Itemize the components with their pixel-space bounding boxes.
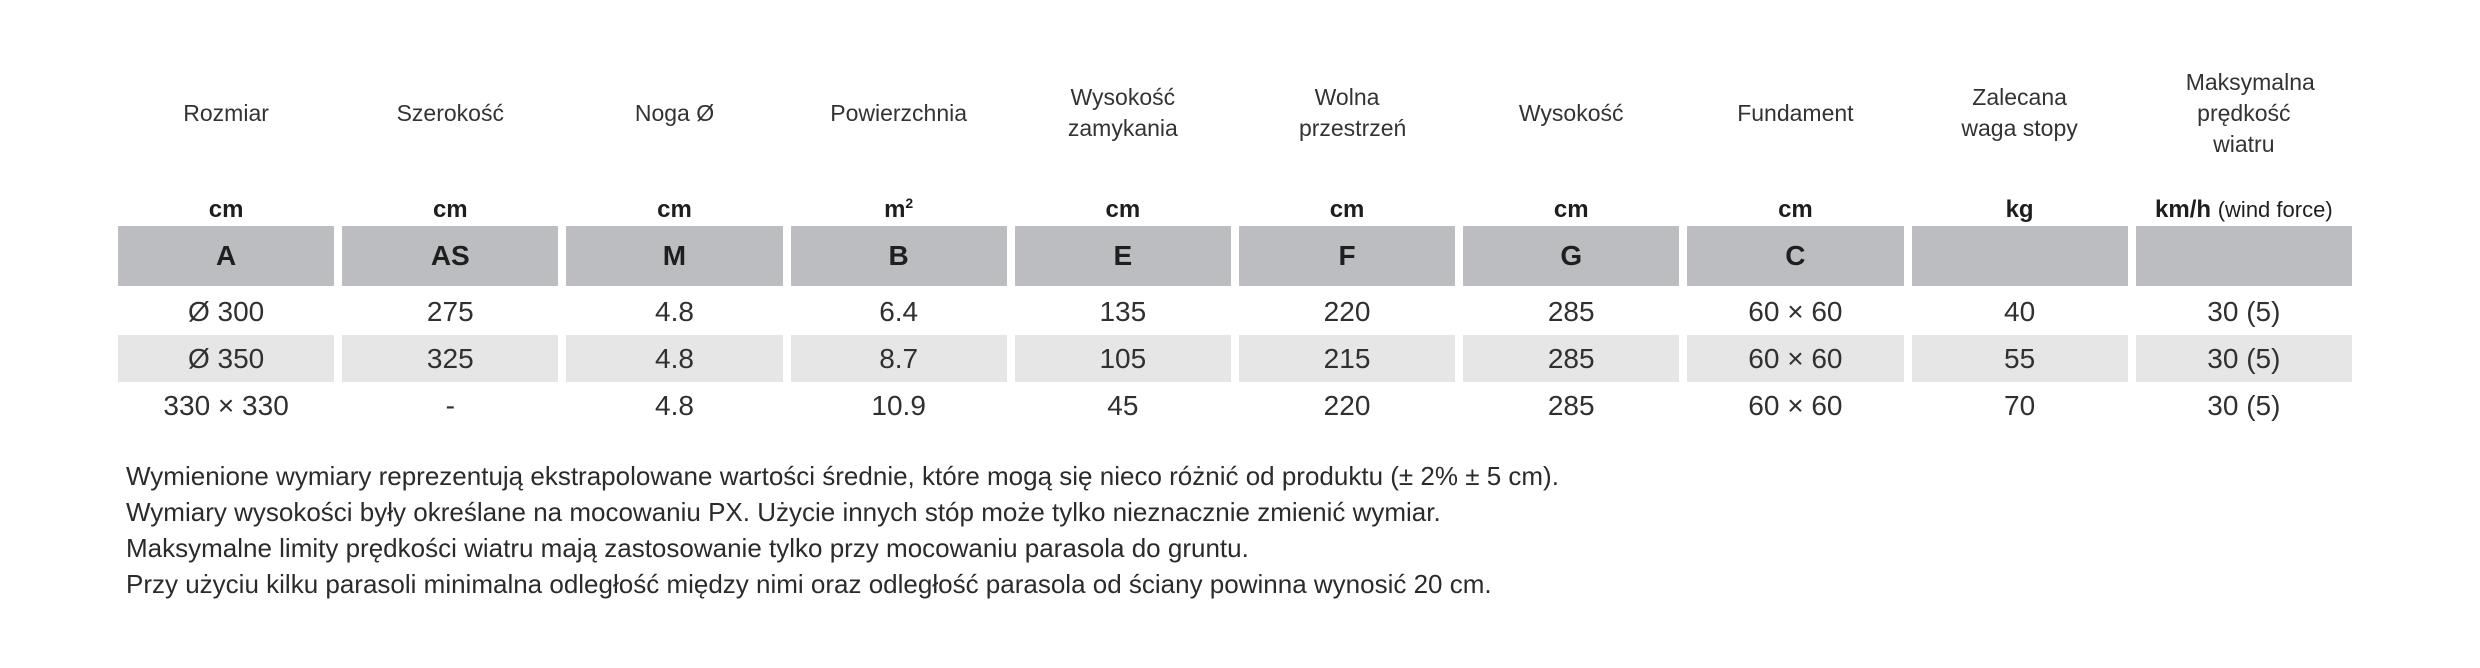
column-header: Maksymalna prędkość wiatru xyxy=(2185,68,2315,157)
table-cell: 30 (5) xyxy=(2135,335,2352,382)
table-cell: 220 xyxy=(1323,389,1371,421)
table-row: 330 × 330 - 4.8 10.9 45 220 285 60 × 60 … xyxy=(118,382,2352,429)
table-cell: 135 xyxy=(1099,295,1147,327)
unit-label-area: m2 xyxy=(791,186,1007,226)
table-cell: 215 xyxy=(1238,335,1456,382)
table-cell: 60 × 60 xyxy=(1748,389,1843,421)
column-header: Wolna przestrzeń xyxy=(1298,84,1407,141)
column-header: Fundament xyxy=(1737,99,1854,126)
table-cell: 40 xyxy=(2004,295,2036,327)
unit-label: km/h xyxy=(2155,196,2212,223)
table-cell: 8.7 xyxy=(790,335,1007,382)
table-cell: 4.8 xyxy=(655,295,694,327)
table-cell: 60 × 60 xyxy=(1687,335,1904,382)
spec-table: Rozmiar Szerokość Noga Ø Powierzchnia Wy… xyxy=(110,40,2360,429)
dimension-code: G xyxy=(1463,226,1680,286)
table-cell: 220 xyxy=(1323,295,1371,327)
dimension-code: B xyxy=(790,226,1007,286)
table-cell: Ø 300 xyxy=(187,295,265,327)
dimension-code: AS xyxy=(342,226,559,286)
dimension-code: F xyxy=(1238,226,1456,286)
table-cell: 70 xyxy=(2004,389,2036,421)
unit-label: cm xyxy=(208,196,244,223)
unit-superscript: 2 xyxy=(905,195,914,211)
table-cell: 4.8 xyxy=(566,335,783,382)
table-cell: Ø 350 xyxy=(118,335,335,382)
table-cell: 285 xyxy=(1547,389,1595,421)
dimension-code: E xyxy=(1014,226,1231,286)
code-row: A AS M B E F G C xyxy=(118,226,2352,286)
table-row: Ø 300 275 4.8 6.4 135 220 285 60 × 60 40… xyxy=(118,288,2352,335)
column-header: Zalecana waga stopy xyxy=(1961,84,2078,141)
unit-row: cm cm cm m2 cm cm cm cm kg km/h (wind fo… xyxy=(118,186,2352,226)
unit-label: cm xyxy=(657,196,692,223)
table-cell: 30 (5) xyxy=(2207,389,2281,421)
unit-label: cm xyxy=(432,196,468,223)
footnote: Maksymalne limity prędkości wiatru mają … xyxy=(126,533,1249,563)
unit-label: cm xyxy=(1553,196,1589,223)
table-cell: 275 xyxy=(426,295,474,327)
footnote: Wymienione wymiary reprezentują ekstrapo… xyxy=(126,461,1559,491)
dimension-code: C xyxy=(1687,226,1904,286)
dimension-code: A xyxy=(118,226,335,286)
table-cell: 55 xyxy=(1911,335,2128,382)
unit-extra-wind-force: (wind force) xyxy=(2217,197,2333,222)
unit-label: m xyxy=(884,196,906,223)
column-header: Wysokość xyxy=(1518,99,1624,126)
footnote: Wymiary wysokości były określane na moco… xyxy=(126,497,1441,527)
dimension-code: M xyxy=(566,226,783,286)
table-cell: 60 × 60 xyxy=(1748,295,1843,327)
table-cell: - xyxy=(445,389,455,421)
column-header: Szerokość xyxy=(396,99,504,126)
column-header: Powierzchnia xyxy=(830,99,968,126)
table-cell: 45 xyxy=(1107,389,1139,421)
table-cell: 330 × 330 xyxy=(163,389,289,421)
unit-label-wind: km/h (wind force) xyxy=(2136,186,2352,226)
table-cell: 325 xyxy=(342,335,559,382)
unit-label: cm xyxy=(1778,196,1813,223)
column-header: Wysokość zamykania xyxy=(1067,84,1178,141)
table-cell: 4.8 xyxy=(655,389,694,421)
table-cell: 6.4 xyxy=(879,295,919,327)
header-row: Rozmiar Szerokość Noga Ø Powierzchnia Wy… xyxy=(118,40,2352,186)
unit-label: cm xyxy=(1105,196,1141,223)
table-cell: 285 xyxy=(1547,295,1595,327)
table-cell: 10.9 xyxy=(871,389,926,421)
table-cell: 285 xyxy=(1463,335,1680,382)
dimension-code xyxy=(2135,226,2352,286)
column-header: Rozmiar xyxy=(183,99,269,126)
unit-label: kg xyxy=(2005,196,2034,223)
unit-label: cm xyxy=(1329,196,1365,223)
table-cell: 105 xyxy=(1014,335,1231,382)
footnote: Przy użyciu kilku parasoli minimalna odl… xyxy=(126,569,1492,599)
column-header: Noga Ø xyxy=(634,99,715,126)
table-cell: 30 (5) xyxy=(2207,295,2281,327)
table-row: Ø 350 325 4.8 8.7 105 215 285 60 × 60 55… xyxy=(118,335,2352,382)
dimension-code xyxy=(1911,226,2128,286)
footnotes: Wymienione wymiary reprezentują ekstrapo… xyxy=(126,458,2326,602)
